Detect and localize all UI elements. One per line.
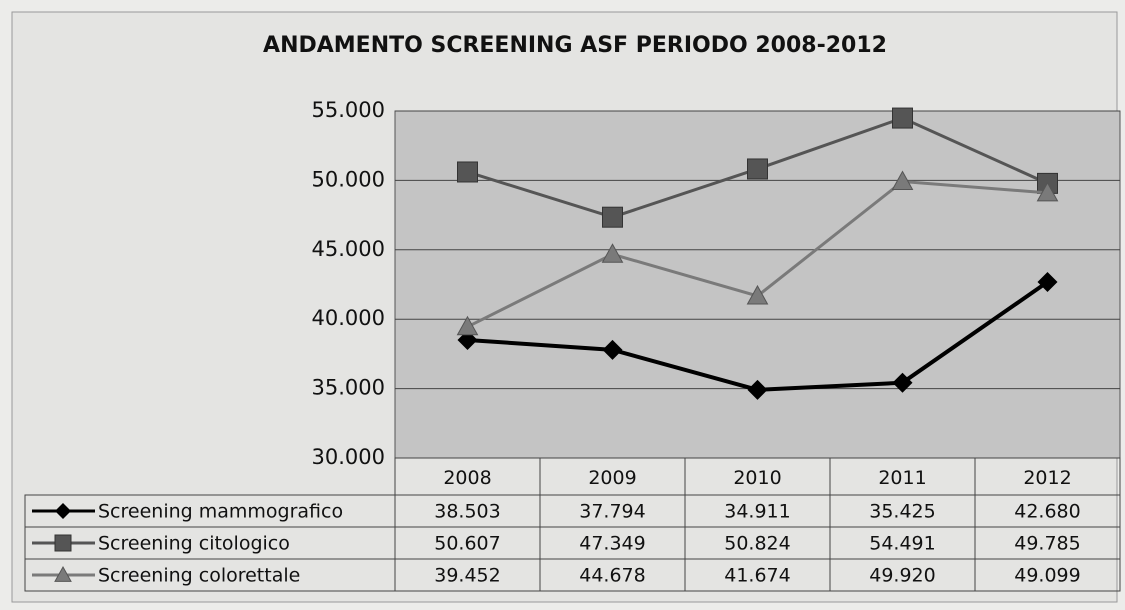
y-tick-label: 55.000 xyxy=(312,98,385,122)
x-tick-label: 2011 xyxy=(878,467,926,489)
legend-label: Screening colorettale xyxy=(98,565,300,587)
table-value: 49.785 xyxy=(1014,533,1080,555)
data-point xyxy=(891,170,914,191)
x-tick-label: 2009 xyxy=(588,467,636,489)
x-tick-label: 2012 xyxy=(1023,467,1071,489)
data-point xyxy=(457,161,478,183)
data-point xyxy=(747,379,768,400)
table-value: 50.824 xyxy=(724,533,790,555)
data-point xyxy=(601,243,624,263)
table-value: 35.425 xyxy=(869,501,935,523)
table-value: 41.674 xyxy=(724,565,790,587)
legend-key-marker xyxy=(54,565,72,582)
table-value: 44.678 xyxy=(579,565,645,587)
table-value: 50.607 xyxy=(434,533,500,555)
data-point xyxy=(892,107,913,129)
data-point xyxy=(602,206,623,228)
legend-label: Screening mammografico xyxy=(98,501,343,523)
table-value: 37.794 xyxy=(579,501,645,523)
x-tick-label: 2008 xyxy=(443,467,491,489)
data-point xyxy=(602,339,623,360)
chart-title: ANDAMENTO SCREENING ASF PERIODO 2008-201… xyxy=(263,33,887,58)
table-value: 49.099 xyxy=(1014,565,1080,587)
y-tick-label: 40.000 xyxy=(312,306,385,330)
data-point xyxy=(892,372,913,393)
y-tick-label: 30.000 xyxy=(312,445,385,469)
data-point xyxy=(746,284,769,305)
data-point xyxy=(456,315,479,336)
data-point xyxy=(747,158,768,180)
table-value: 34.911 xyxy=(724,501,790,523)
y-tick-label: 50.000 xyxy=(312,167,385,191)
table-cell xyxy=(974,558,1121,592)
y-tick-label: 45.000 xyxy=(312,237,385,261)
table-value: 49.920 xyxy=(869,565,935,587)
table-value: 54.491 xyxy=(869,533,935,555)
data-point xyxy=(1036,181,1059,202)
legend-key-marker xyxy=(55,503,71,519)
table-value: 47.349 xyxy=(579,533,645,555)
x-tick-label: 2010 xyxy=(733,467,781,489)
y-tick-label: 35.000 xyxy=(312,376,385,400)
table-value: 39.452 xyxy=(434,565,500,587)
data-point xyxy=(1037,272,1058,293)
legend-label: Screening citologico xyxy=(98,533,290,555)
legend-key-marker xyxy=(54,534,72,552)
table-value: 42.680 xyxy=(1014,501,1080,523)
table-value: 38.503 xyxy=(434,501,500,523)
